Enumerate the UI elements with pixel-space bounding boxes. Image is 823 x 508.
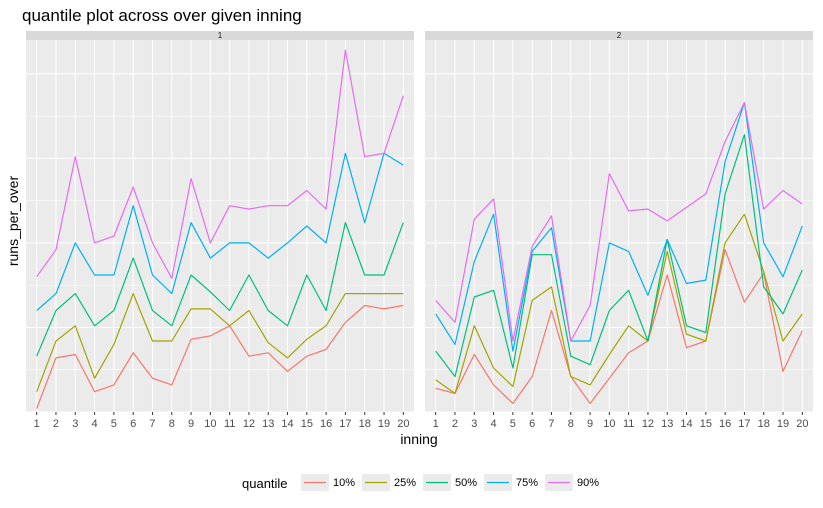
legend-title: quantile xyxy=(242,476,288,491)
x-tick-label: 17 xyxy=(339,418,351,430)
legend-item-50pct: 50% xyxy=(423,474,477,491)
x-tick-label: 8 xyxy=(169,418,175,430)
legend-item-90pct: 90% xyxy=(545,474,599,491)
x-tick-label: 14 xyxy=(680,418,692,430)
x-tick-label: 11 xyxy=(224,418,235,430)
x-tick-label: 16 xyxy=(719,418,731,430)
x-tick-label: 1 xyxy=(433,418,439,430)
facet-strip xyxy=(425,31,813,40)
x-tick-label: 20 xyxy=(796,418,808,430)
x-tick-label: 15 xyxy=(301,418,313,430)
x-tick-label: 3 xyxy=(471,418,477,430)
x-tick-label: 13 xyxy=(262,418,274,430)
x-tick-label: 14 xyxy=(281,418,293,430)
x-tick-label: 4 xyxy=(491,418,497,430)
x-tick-label: 7 xyxy=(149,418,155,430)
x-tick-label: 18 xyxy=(359,418,371,430)
x-tick-label: 5 xyxy=(510,418,516,430)
x-tick-label: 20 xyxy=(397,418,409,430)
facet-strip-label: 2 xyxy=(617,31,622,40)
x-tick-label: 9 xyxy=(587,418,593,430)
legend-label: 90% xyxy=(577,477,599,489)
chart-title: quantile plot across over given inning xyxy=(22,6,302,25)
series-line-50pct xyxy=(36,222,404,357)
series-line-25pct xyxy=(36,293,404,392)
legend-item-10pct: 10% xyxy=(301,474,355,491)
facet-strip xyxy=(26,31,414,40)
legend-item-25pct: 25% xyxy=(362,474,416,491)
panel-background xyxy=(425,40,813,412)
x-axis-title: inning xyxy=(400,431,437,447)
series-line-90pct xyxy=(36,49,404,279)
x-tick-label: 12 xyxy=(642,418,654,430)
x-tick-label: 10 xyxy=(603,418,615,430)
series-line-50pct xyxy=(435,134,803,378)
series-line-10pct xyxy=(36,304,404,409)
x-tick-label: 19 xyxy=(378,418,390,430)
x-tick-label: 12 xyxy=(243,418,255,430)
series-line-10pct xyxy=(435,249,803,405)
series-line-75pct xyxy=(435,101,803,352)
x-tick-label: 2 xyxy=(452,418,458,430)
facet-panel-2: 21 2 3 4 5 6 7 8 9 10 11 12 13 14 15 16 17 18 19 20 xyxy=(425,31,813,430)
series-line-75pct xyxy=(36,152,404,311)
series-line-90pct xyxy=(435,101,803,342)
panel-background xyxy=(26,40,414,412)
legend-label: 50% xyxy=(455,477,477,489)
legend-label: 10% xyxy=(333,477,355,489)
x-tick-label: 15 xyxy=(700,418,712,430)
x-tick-label: 1 xyxy=(34,418,40,430)
x-tick-label: 6 xyxy=(130,418,136,430)
x-tick-label: 5 xyxy=(111,418,117,430)
x-tick-label: 9 xyxy=(188,418,194,430)
legend: quantile 10% 25% 50% 75% 90% xyxy=(242,474,599,491)
legend-label: 75% xyxy=(516,477,538,489)
x-tick-label: 7 xyxy=(548,418,554,430)
x-tick-label: 13 xyxy=(661,418,673,430)
x-tick-label: 10 xyxy=(204,418,216,430)
x-tick-label: 11 xyxy=(623,418,634,430)
series-line-25pct xyxy=(435,213,803,394)
x-tick-label: 2 xyxy=(53,418,59,430)
x-tick-label: 19 xyxy=(777,418,789,430)
x-tick-label: 16 xyxy=(320,418,332,430)
x-tick-label: 6 xyxy=(529,418,535,430)
legend-item-75pct: 75% xyxy=(484,474,538,491)
x-tick-label: 3 xyxy=(72,418,78,430)
facet-strip-label: 1 xyxy=(218,31,223,40)
legend-label: 25% xyxy=(394,477,416,489)
y-axis-title: runs_per_over xyxy=(5,176,21,267)
x-tick-label: 17 xyxy=(738,418,750,430)
x-tick-label: 8 xyxy=(568,418,574,430)
facet-panel-1: 11 2 3 4 5 6 7 8 9 10 11 12 13 14 15 16 17 18 19 20 xyxy=(26,31,414,430)
x-tick-label: 4 xyxy=(92,418,98,430)
x-tick-label: 18 xyxy=(758,418,770,430)
